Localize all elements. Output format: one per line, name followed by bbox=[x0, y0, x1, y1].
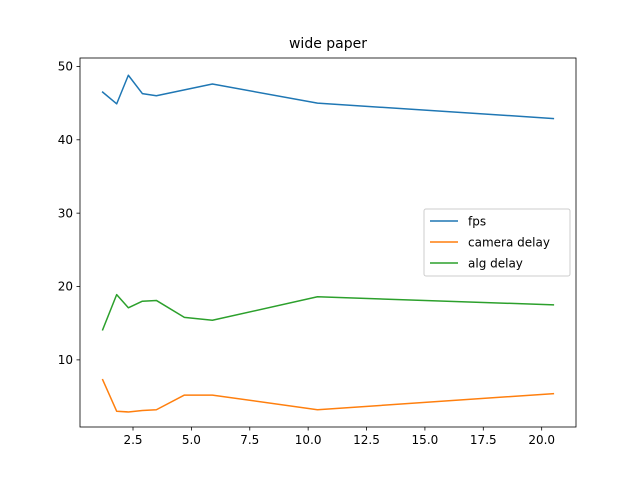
x-tick-label: 5.0 bbox=[182, 433, 201, 447]
x-tick-label: 7.5 bbox=[240, 433, 259, 447]
y-tick-label: 10 bbox=[58, 353, 73, 367]
x-axis: 2.5 5.0 7.5 10.0 12.5 15.0 17.5 20.0 bbox=[123, 427, 555, 447]
series-line-camera-delay bbox=[101, 378, 555, 413]
x-tick-label: 20.0 bbox=[528, 433, 555, 447]
x-tick-label: 12.5 bbox=[353, 433, 380, 447]
series-line-fps bbox=[101, 74, 555, 120]
x-tick-label: 10.0 bbox=[295, 433, 322, 447]
x-tick-label: 2.5 bbox=[123, 433, 142, 447]
chart-title: wide paper bbox=[289, 36, 367, 52]
series-line-alg-delay bbox=[101, 293, 555, 331]
y-tick-label: 50 bbox=[58, 60, 73, 74]
x-tick-label: 17.5 bbox=[470, 433, 497, 447]
legend-box bbox=[423, 208, 571, 277]
series-layer bbox=[101, 74, 555, 413]
y-axis: 10 20 30 40 50 bbox=[58, 60, 80, 367]
legend-label: alg delay bbox=[468, 256, 523, 270]
y-tick-label: 30 bbox=[58, 206, 73, 220]
y-tick-label: 40 bbox=[58, 133, 73, 147]
y-tick-label: 20 bbox=[58, 280, 73, 294]
x-tick-label: 15.0 bbox=[412, 433, 439, 447]
legend: fps camera delay alg delay bbox=[423, 208, 571, 277]
plot-area bbox=[79, 57, 577, 428]
legend-label: fps bbox=[468, 214, 486, 228]
plot-frame bbox=[79, 57, 577, 428]
legend-label: camera delay bbox=[468, 235, 550, 249]
